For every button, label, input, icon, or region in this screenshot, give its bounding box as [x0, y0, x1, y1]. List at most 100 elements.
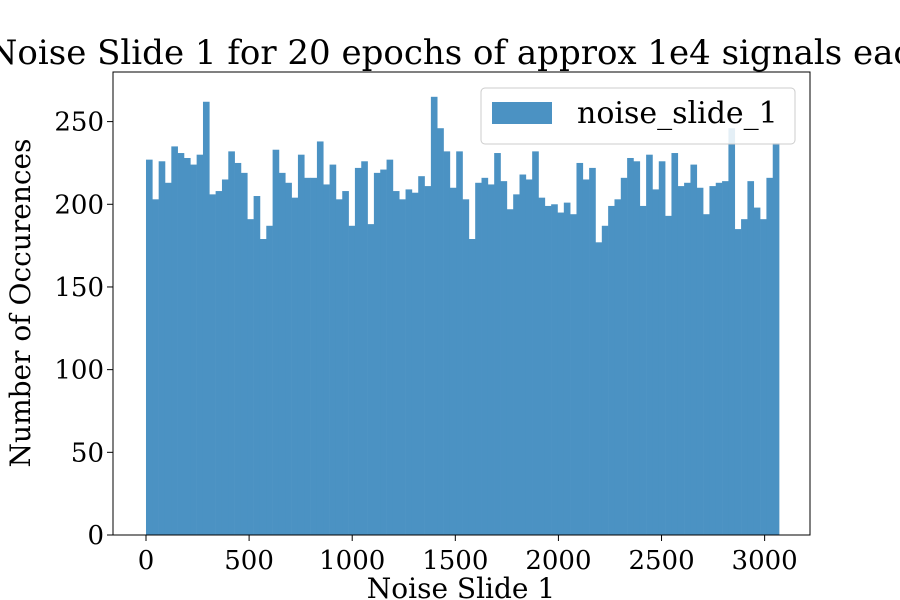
histogram-bar: [202, 101, 210, 535]
histogram-bar: [639, 205, 647, 535]
histogram-bar: [582, 179, 590, 536]
histogram-bar: [424, 186, 432, 535]
histogram-bars: [145, 96, 780, 536]
x-tick-label: 2000: [525, 546, 591, 576]
histogram-bar: [468, 239, 476, 535]
histogram-bar: [367, 224, 375, 535]
histogram-bar: [506, 209, 514, 535]
histogram-bar: [601, 225, 609, 535]
histogram-bar: [221, 179, 229, 536]
legend-box: [480, 87, 796, 145]
histogram-bar: [196, 154, 204, 535]
histogram-bar: [538, 197, 546, 536]
histogram-bar: [177, 153, 185, 535]
histogram-bar: [760, 219, 767, 536]
histogram-bar: [646, 154, 653, 535]
histogram-bar: [272, 149, 280, 535]
histogram-bar: [658, 161, 666, 536]
histogram-bar: [437, 128, 444, 535]
histogram-bar: [532, 151, 539, 535]
histogram-bar: [405, 189, 413, 535]
y-tick-label: 200: [54, 190, 104, 220]
histogram-bar: [462, 199, 470, 535]
y-tick-label: 100: [54, 356, 104, 386]
histogram-bar: [684, 182, 691, 536]
x-tick-label: 1000: [319, 546, 385, 576]
histogram-bar: [576, 162, 584, 535]
histogram-bar: [361, 161, 368, 536]
histogram-bar: [418, 176, 425, 535]
histogram-bar: [652, 189, 660, 535]
x-axis-ticks: 0 500 1000 1500 2000 2500 3000: [138, 535, 798, 576]
plot-frame: [112, 71, 811, 536]
histogram-bar: [304, 177, 311, 535]
histogram-bar: [570, 214, 577, 535]
histogram-bar: [456, 151, 463, 535]
histogram-bar: [316, 141, 324, 535]
histogram-bar: [234, 162, 242, 535]
histogram-bar: [152, 199, 159, 535]
x-tick-label: 3000: [732, 546, 798, 576]
histogram-bar: [285, 182, 292, 536]
histogram-bar: [145, 159, 153, 535]
histogram-bar: [544, 205, 552, 535]
histogram-bar: [310, 177, 318, 535]
histogram-bar: [677, 186, 685, 535]
y-axis-ticks: 0 50 100 150 200 250: [54, 108, 113, 551]
histogram-bar: [557, 212, 565, 536]
histogram-bar: [247, 219, 254, 536]
histogram-bar: [513, 194, 520, 536]
histogram-bar: [253, 196, 261, 535]
histogram-bar: [608, 205, 615, 535]
histogram-bar: [449, 187, 457, 535]
histogram-bar: [671, 153, 679, 535]
histogram-bar: [164, 182, 172, 536]
histogram-bar: [297, 154, 305, 535]
histogram-bar: [215, 191, 223, 535]
y-tick-label: 50: [71, 438, 104, 468]
histogram-bar: [753, 207, 761, 535]
histogram-bar: [342, 191, 349, 535]
histogram-bar: [595, 242, 603, 535]
histogram-bar: [291, 197, 299, 536]
histogram-bar: [171, 146, 178, 535]
histogram-bar: [209, 194, 216, 536]
histogram-bar: [487, 184, 495, 535]
histogram-bar: [747, 181, 755, 535]
histogram-bar: [614, 199, 622, 535]
histogram-bar: [430, 96, 438, 536]
legend-label: noise_slide_1: [577, 96, 778, 131]
histogram-bar: [278, 172, 286, 535]
histogram-bar: [335, 199, 343, 535]
histogram-bar: [500, 181, 508, 535]
histogram-bar: [690, 164, 698, 535]
histogram-bar: [703, 214, 710, 535]
histogram-bar: [481, 177, 489, 535]
histogram-bar: [525, 179, 533, 536]
histogram-bar: [728, 128, 736, 535]
histogram-bar: [766, 177, 774, 535]
histogram-bar: [734, 229, 742, 535]
histogram-bar: [329, 164, 337, 535]
histogram-bar: [399, 199, 406, 535]
histogram-bar: [665, 215, 672, 536]
histogram-bar: [443, 151, 451, 535]
histogram-bar: [475, 182, 482, 536]
histogram-bar: [323, 184, 330, 535]
histogram-bar: [158, 161, 166, 536]
y-tick-label: 0: [87, 521, 104, 551]
histogram-bar: [709, 186, 717, 535]
histogram-bar: [519, 174, 527, 535]
histogram-bar: [620, 177, 628, 535]
histogram-bar: [696, 187, 704, 535]
x-tick-label: 2500: [628, 546, 694, 576]
histogram-bar: [240, 172, 248, 535]
histogram-bar: [183, 157, 191, 536]
x-tick-label: 500: [224, 546, 274, 576]
histogram-bar: [386, 159, 394, 535]
histogram-bar: [494, 153, 501, 535]
histogram-bar: [722, 181, 729, 535]
legend: noise_slide_1: [480, 87, 796, 145]
histogram-bar: [190, 164, 197, 535]
